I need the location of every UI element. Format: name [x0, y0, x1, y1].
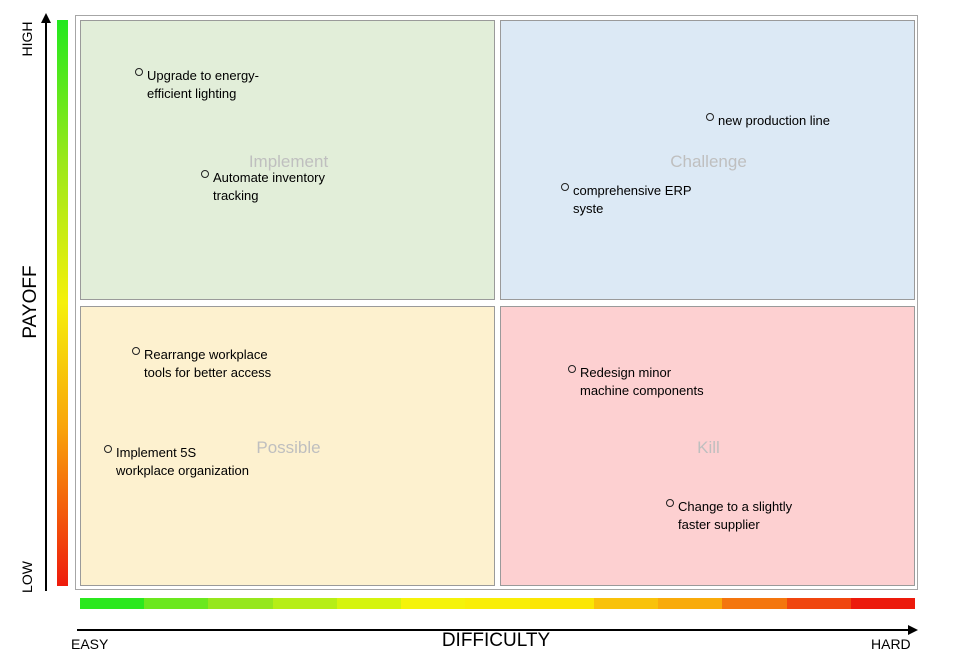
item-marker-icon	[706, 113, 714, 121]
quadrant-kill: Kill	[500, 306, 915, 586]
y-axis-title: PAYOFF	[20, 265, 41, 339]
difficulty-scale-segment	[850, 598, 916, 609]
difficulty-scale-segment	[336, 598, 402, 609]
item-marker-icon	[104, 445, 112, 453]
item-label: new production line	[718, 113, 831, 128]
y-axis-arrow-icon	[40, 13, 51, 23]
quadrant-title-implement: Implement	[248, 152, 329, 171]
item-marker-icon	[666, 499, 674, 507]
quadrant-title-kill: Kill	[697, 438, 720, 457]
item-marker-icon	[201, 170, 209, 178]
item-marker-icon	[561, 183, 569, 191]
item-label: Implement 5S workplace organization	[116, 445, 249, 478]
difficulty-scale-segment	[208, 598, 273, 609]
item-label: Redesign minor machine components	[580, 365, 704, 398]
x-axis-easy-label: EASY	[71, 636, 109, 652]
quadrant-implement: Implement	[80, 20, 495, 300]
quadrant-possible: Possible	[80, 306, 495, 586]
difficulty-scale-segment	[722, 598, 787, 609]
y-axis-low-label: LOW	[19, 561, 35, 593]
quadrant-challenge: Challenge	[500, 20, 915, 300]
payoff-color-scale	[57, 20, 68, 586]
difficulty-scale-segment	[786, 598, 851, 609]
item-label: Rearrange workplace tools for better acc…	[144, 347, 272, 380]
item-label: Upgrade to energy- efficient lighting	[147, 68, 260, 101]
item-label: comprehensive ERP syste	[573, 183, 692, 216]
y-axis-high-label: HIGH	[19, 21, 35, 57]
difficulty-scale-segment	[593, 598, 659, 609]
quadrant-title-challenge: Challenge	[670, 152, 747, 171]
x-axis-arrow-icon	[908, 625, 918, 635]
difficulty-color-scale	[80, 598, 916, 609]
item-marker-icon	[568, 365, 576, 373]
x-axis-line	[77, 629, 909, 631]
quadrant-title-possible: Possible	[256, 438, 321, 457]
difficulty-scale-segment	[401, 598, 466, 609]
x-axis-title: DIFFICULTY	[441, 630, 551, 651]
item-marker-icon	[132, 347, 140, 355]
difficulty-scale-segment	[529, 598, 594, 609]
difficulty-scale-segment	[465, 598, 530, 609]
difficulty-scale-segment	[272, 598, 337, 609]
difficulty-scale-segment	[144, 598, 209, 609]
item-marker-icon	[135, 68, 143, 76]
x-axis-hard-label: HARD	[871, 636, 911, 652]
item-label: Change to a slightly faster supplier	[678, 499, 793, 532]
difficulty-scale-segment	[658, 598, 723, 609]
item-label: Automate inventory tracking	[213, 170, 326, 203]
y-axis-line	[45, 22, 47, 591]
difficulty-scale-segment	[80, 598, 145, 609]
